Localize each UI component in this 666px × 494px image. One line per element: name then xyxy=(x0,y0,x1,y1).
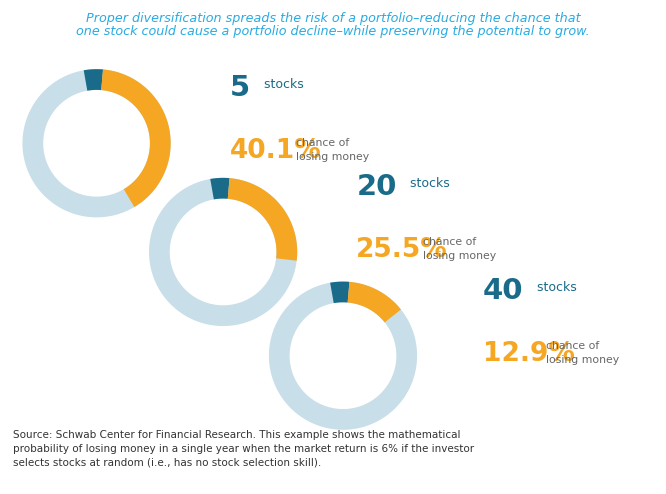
Text: stocks: stocks xyxy=(260,78,304,91)
Text: Proper diversification spreads the risk of a portfolio–reducing the chance that: Proper diversification spreads the risk … xyxy=(86,12,580,25)
Polygon shape xyxy=(269,282,417,430)
Text: 12.9%: 12.9% xyxy=(483,341,575,367)
Text: chance of
losing money: chance of losing money xyxy=(296,138,370,163)
Text: chance of
losing money: chance of losing money xyxy=(546,341,619,365)
Text: stocks: stocks xyxy=(406,177,450,190)
Text: one stock could cause a portfolio decline–while preserving the potential to grow: one stock could cause a portfolio declin… xyxy=(76,25,590,38)
Text: 40: 40 xyxy=(483,277,523,305)
Text: Source: Schwab Center for Financial Research. This example shows the mathematica: Source: Schwab Center for Financial Rese… xyxy=(13,430,474,468)
Text: stocks: stocks xyxy=(533,281,577,293)
Polygon shape xyxy=(84,69,103,91)
Text: 20: 20 xyxy=(356,173,397,201)
Polygon shape xyxy=(23,69,170,217)
Polygon shape xyxy=(228,178,297,261)
Text: 40.1%: 40.1% xyxy=(230,138,322,165)
Text: 25.5%: 25.5% xyxy=(356,237,448,263)
Text: 5: 5 xyxy=(230,74,250,102)
Polygon shape xyxy=(348,282,401,323)
Polygon shape xyxy=(210,178,230,200)
Polygon shape xyxy=(149,178,297,326)
Polygon shape xyxy=(330,282,350,303)
Text: chance of
losing money: chance of losing money xyxy=(423,237,496,261)
Polygon shape xyxy=(101,70,170,207)
